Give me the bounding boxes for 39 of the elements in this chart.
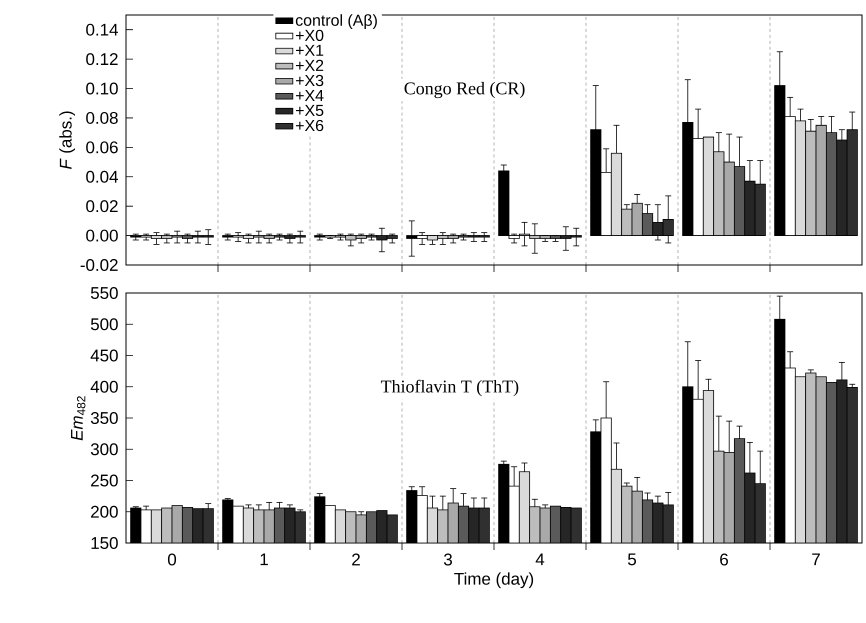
x-tick-label: 7 (812, 554, 820, 566)
y-tick-label: 200 (91, 506, 118, 518)
legend-label: control (Aβ) (296, 14, 377, 30)
y-tick-label: 0.00 (86, 230, 118, 242)
y-tick-label: 0.02 (86, 200, 118, 212)
legend-label: +X1 (296, 44, 324, 56)
y-tick-label: 400 (90, 380, 118, 393)
x-tick-label: 0 (168, 554, 176, 566)
legend-label: +X5 (296, 104, 324, 116)
y-tick-label: 0.04 (86, 170, 118, 183)
y-tick-label: 250 (91, 474, 118, 486)
legend-label: +X4 (296, 90, 324, 101)
legend-label: +X2 (296, 60, 324, 71)
x-tick-label: 2 (352, 554, 360, 566)
x-tick-label: 1 (260, 554, 268, 566)
y-tick-label: 450 (90, 350, 118, 362)
y-tick-label: 350 (90, 412, 118, 424)
y-tick-label: 0.06 (86, 141, 118, 154)
x-tick-label: 3 (444, 554, 452, 566)
y-tick-label: 0.14 (86, 24, 118, 36)
annotation: Thioflavin T (ThT) (380, 380, 518, 396)
x-tick-label: 4 (536, 554, 544, 566)
annotation: Congo Red (CR) (404, 82, 525, 98)
x-tick-label: 6 (720, 554, 728, 566)
y-tick-label: 0.12 (86, 53, 118, 66)
legend-label: +X6 (296, 120, 324, 132)
y-tick-label: 0.08 (86, 112, 118, 124)
y-tick-label: 300 (90, 443, 118, 456)
y-tick-label: 0.10 (86, 82, 118, 95)
y-tick-label: 150 (92, 537, 118, 549)
legend-label: +X0 (296, 30, 324, 42)
y-tick-label: 500 (90, 318, 118, 330)
legend-label: +X3 (296, 74, 324, 86)
y-tick-label: 550 (90, 287, 118, 299)
y-tick-label: -0.02 (80, 259, 118, 271)
y-axis-title: F (abs.) (59, 111, 76, 170)
x-tick-label: 5 (628, 554, 636, 566)
y-axis-title: Em$_{482}$ (71, 396, 86, 440)
x-axis-title: Time (day) (454, 572, 534, 588)
